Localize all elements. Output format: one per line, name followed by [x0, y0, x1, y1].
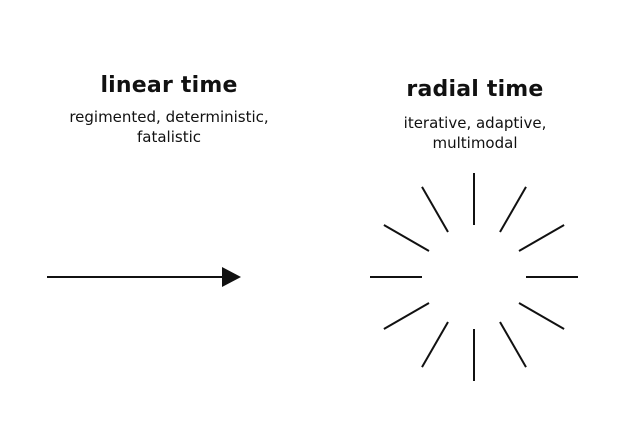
linear-time-title: linear time: [100, 73, 238, 98]
burst-ray: [383, 224, 430, 252]
linear-time-panel: linear time regimented, deterministic, f…: [24, 73, 314, 147]
radial-time-panel: radial time iterative, adaptive, multimo…: [330, 77, 620, 153]
linear-time-subtitle: regimented, deterministic, fatalistic: [69, 108, 269, 146]
right-arrow-icon: [47, 267, 241, 287]
burst-ray: [383, 302, 430, 330]
radial-burst-icon: [370, 173, 578, 381]
arrow-head: [222, 267, 241, 287]
radial-time-subtitle: iterative, adaptive, multimodal: [403, 114, 547, 152]
burst-ray: [499, 321, 527, 368]
burst-ray: [421, 186, 449, 233]
radial-time-title: radial time: [406, 77, 544, 102]
burst-ray: [518, 224, 565, 252]
burst-ray: [499, 186, 527, 233]
burst-ray: [518, 302, 565, 330]
burst-ray: [421, 321, 449, 368]
